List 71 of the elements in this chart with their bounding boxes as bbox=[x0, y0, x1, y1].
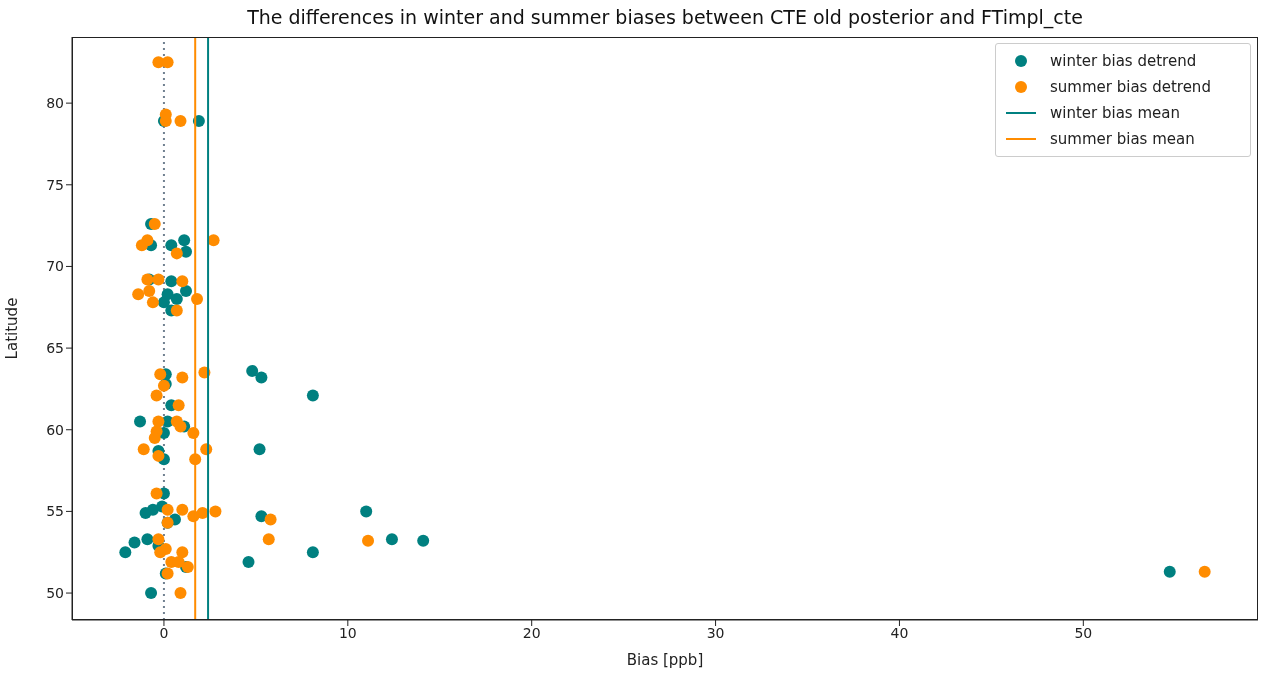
point bbox=[246, 364, 259, 377]
point bbox=[152, 533, 165, 546]
x-tick-label: 40 bbox=[890, 624, 909, 641]
point bbox=[360, 505, 373, 518]
point bbox=[262, 533, 275, 546]
point bbox=[178, 234, 191, 247]
point bbox=[145, 587, 158, 600]
point bbox=[170, 304, 183, 317]
point bbox=[119, 546, 132, 559]
y-tick-label: 65 bbox=[46, 340, 64, 357]
point bbox=[150, 487, 163, 500]
point bbox=[128, 536, 141, 549]
point bbox=[174, 115, 187, 128]
point bbox=[154, 368, 167, 381]
point bbox=[207, 234, 220, 247]
point bbox=[152, 449, 165, 462]
x-tick-label: 0 bbox=[159, 624, 169, 641]
point bbox=[165, 275, 178, 288]
point bbox=[417, 534, 430, 547]
point bbox=[209, 505, 222, 518]
x-tick-label: 10 bbox=[338, 624, 357, 641]
point bbox=[143, 284, 156, 297]
point bbox=[264, 513, 277, 526]
x-tick-label: 50 bbox=[1074, 624, 1093, 641]
chart-title: The differences in winter and summer biases between CTE old posterior and FTimpl_cte bbox=[246, 6, 1084, 28]
point bbox=[135, 239, 148, 252]
point bbox=[1163, 565, 1176, 578]
y-axis-title: Latitude bbox=[3, 297, 22, 360]
point bbox=[170, 293, 183, 306]
y-tick-label: 55 bbox=[46, 503, 64, 520]
point bbox=[152, 273, 165, 286]
point bbox=[255, 371, 268, 384]
point bbox=[176, 371, 189, 384]
y-tick-label: 75 bbox=[46, 176, 64, 193]
point bbox=[253, 443, 266, 456]
point bbox=[137, 443, 150, 456]
point bbox=[161, 503, 174, 516]
point bbox=[362, 534, 375, 547]
point bbox=[385, 533, 398, 546]
legend-label: winter bias mean bbox=[1050, 104, 1180, 122]
x-tick-label: 20 bbox=[522, 624, 541, 641]
point bbox=[306, 389, 319, 402]
point bbox=[176, 275, 189, 288]
point bbox=[132, 288, 145, 301]
x-axis-title: Bias [ppb] bbox=[626, 651, 704, 669]
point bbox=[176, 546, 189, 559]
point bbox=[152, 415, 165, 428]
point bbox=[146, 296, 159, 309]
y-tick-label: 60 bbox=[46, 421, 64, 438]
legend-label: summer bias mean bbox=[1050, 130, 1195, 148]
point bbox=[157, 296, 170, 309]
point bbox=[170, 247, 183, 260]
point bbox=[150, 389, 163, 402]
point bbox=[176, 503, 189, 516]
y-tick-label: 80 bbox=[46, 95, 64, 112]
x-tick-label: 30 bbox=[706, 624, 725, 641]
point bbox=[139, 507, 152, 520]
point bbox=[154, 546, 167, 559]
point bbox=[1198, 565, 1211, 578]
point bbox=[180, 284, 192, 297]
point bbox=[172, 399, 185, 412]
point bbox=[174, 587, 187, 600]
point bbox=[134, 415, 147, 428]
point bbox=[242, 556, 255, 569]
point bbox=[174, 420, 187, 433]
legend-label: summer bias detrend bbox=[1050, 78, 1211, 96]
y-tick-label: 70 bbox=[46, 258, 64, 275]
legend-label: winter bias detrend bbox=[1050, 52, 1197, 70]
point bbox=[306, 546, 319, 559]
point bbox=[141, 533, 154, 546]
y-tick-label: 50 bbox=[46, 585, 64, 602]
